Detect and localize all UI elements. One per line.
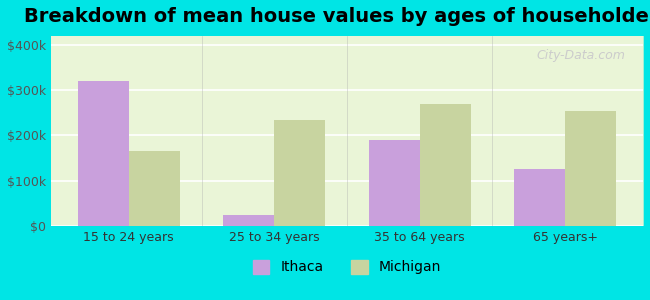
Bar xyxy=(129,151,179,226)
Text: City-Data.com: City-Data.com xyxy=(536,49,625,62)
Bar xyxy=(566,111,616,226)
Bar xyxy=(369,140,420,226)
Bar xyxy=(514,169,566,226)
Bar xyxy=(420,104,471,226)
Legend: Ithaca, Michigan: Ithaca, Michigan xyxy=(247,254,447,280)
Bar xyxy=(78,81,129,226)
Title: Breakdown of mean house values by ages of householders: Breakdown of mean house values by ages o… xyxy=(24,7,650,26)
Bar xyxy=(274,120,325,226)
Bar xyxy=(224,215,274,226)
